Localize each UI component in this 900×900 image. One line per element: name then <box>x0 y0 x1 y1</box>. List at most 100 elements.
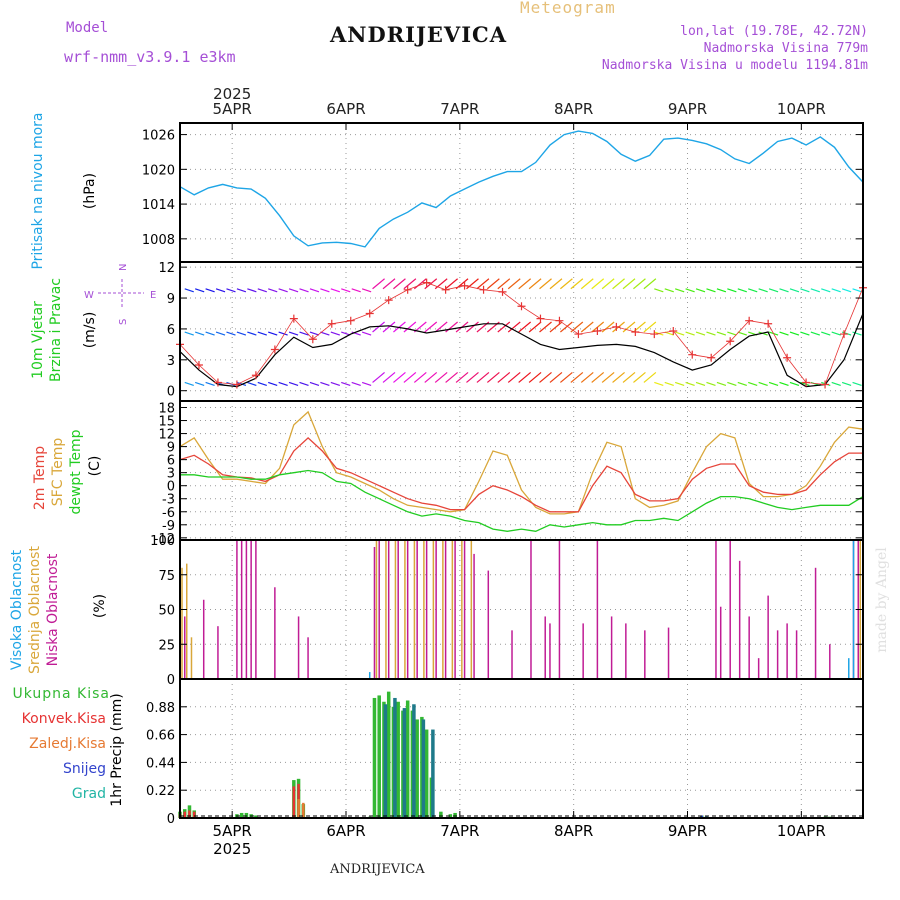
precip-conv-bar <box>192 811 196 818</box>
wind-speed-marker <box>251 371 260 380</box>
wind-speed-marker <box>213 378 222 387</box>
wind-arrow <box>601 278 615 290</box>
wind-arrow <box>674 288 685 293</box>
wind-speed-marker <box>270 345 279 354</box>
wind-arrow <box>320 331 330 336</box>
ytick-label: -12 <box>154 532 175 547</box>
wind-speed-marker <box>517 302 526 311</box>
model-name: wrf-nmm_v3.9.1 e3km <box>64 48 236 66</box>
wind-arrow <box>779 331 789 336</box>
wind-arrow <box>497 321 511 333</box>
wind-arrow <box>403 372 417 383</box>
station-title: ANDRIJEVICA <box>330 22 508 47</box>
wind-speed-marker <box>593 326 602 335</box>
wind-arrow <box>841 288 852 293</box>
wind-arrow <box>476 372 490 383</box>
precip-total-bar <box>372 697 377 818</box>
wind-speed-marker <box>536 314 545 323</box>
wind-arrow <box>278 288 288 293</box>
precip-total-bar <box>254 815 258 818</box>
ytick-label: 0 <box>167 812 175 827</box>
wind-arrow <box>205 381 215 387</box>
wind-arrow <box>591 372 605 383</box>
precip-total-bar <box>415 719 419 818</box>
wind-arrow <box>622 278 636 290</box>
wind-arrow <box>664 288 674 293</box>
wind-arrow <box>372 372 385 383</box>
wind-arrow <box>226 288 236 293</box>
footer-station: ANDRIJEVICA <box>330 862 425 877</box>
wind-arrow <box>549 321 563 333</box>
wind-arrow <box>341 381 351 387</box>
date-label-bottom: 8APR <box>554 822 593 840</box>
wind-arrow <box>434 278 448 290</box>
wind-arrow <box>382 278 396 290</box>
ytick-label: 50 <box>158 604 175 619</box>
panel-frame <box>179 122 864 263</box>
altitude-label: Nadmorska Visina 779m <box>703 41 868 56</box>
wind-arrow <box>507 278 521 290</box>
wind-arrow <box>215 331 226 336</box>
wind-speed-marker <box>669 326 678 335</box>
wind-arrow <box>779 288 789 293</box>
wind-arrow <box>685 331 695 336</box>
legend-hail: Grad <box>71 786 106 802</box>
ytick-label: 3 <box>167 354 175 369</box>
wind-arrow <box>247 331 257 336</box>
year-label-top: 2025 <box>213 85 251 103</box>
wind-arrow <box>737 381 747 387</box>
wind-arrow <box>507 372 521 383</box>
wind-speed-marker <box>479 285 488 294</box>
wind-arrow <box>810 331 821 336</box>
precip-hail-bar <box>431 729 435 818</box>
wind-speed-marker <box>821 380 830 389</box>
wind-arrow <box>309 381 320 387</box>
wind-arrow <box>247 288 257 293</box>
wind-arrow <box>424 321 438 333</box>
wind-arrow <box>685 381 695 387</box>
wind-speed-marker <box>384 296 393 305</box>
wind-arrow <box>706 331 716 336</box>
ytick-label: 0 <box>167 673 175 688</box>
wind-arrow <box>852 288 862 293</box>
ytick-label: 0 <box>167 480 175 495</box>
wind-arrow <box>706 381 716 387</box>
wind-arrow <box>226 331 236 336</box>
wind-arrow <box>633 372 646 383</box>
wind-arrow <box>748 288 758 293</box>
wind-arrow <box>393 278 406 290</box>
wind-arrow <box>330 381 341 387</box>
wind-arrow <box>528 372 542 383</box>
wind-arrow <box>320 288 330 293</box>
ytick-label: 25 <box>158 638 175 653</box>
wind-arrow <box>205 331 215 336</box>
date-label-top: 7APR <box>440 100 479 118</box>
wind-arrow <box>727 331 737 336</box>
wind-arrow <box>434 321 448 333</box>
wind-speed-marker <box>555 316 564 325</box>
wind-arrow <box>382 372 396 383</box>
precip-total-bar <box>405 700 410 818</box>
wind-arrow <box>413 372 427 383</box>
date-label-bottom: 7APR <box>440 822 479 840</box>
compass-s: S <box>118 319 129 325</box>
wind-speed-marker <box>707 353 716 362</box>
wind-arrow <box>831 288 841 293</box>
chart-type-title: Meteogram <box>520 0 616 17</box>
ytick-label: 1020 <box>142 163 175 178</box>
wind-arrow <box>674 381 685 387</box>
precip-total-bar <box>424 729 429 818</box>
ytick-label: 1014 <box>142 198 175 213</box>
wind-arrow <box>518 372 532 383</box>
wind-arrow <box>466 321 479 333</box>
compass-n: N <box>118 264 129 271</box>
ytick-label: 1008 <box>142 233 175 248</box>
wind-arrow <box>758 288 768 293</box>
wind-arrow <box>236 288 247 293</box>
wind-arrow <box>278 381 288 387</box>
ytick-label: 12 <box>158 261 175 276</box>
ytick-label: -9 <box>162 519 175 534</box>
wind-arrow <box>247 381 257 387</box>
wind-speed-marker <box>612 322 621 331</box>
